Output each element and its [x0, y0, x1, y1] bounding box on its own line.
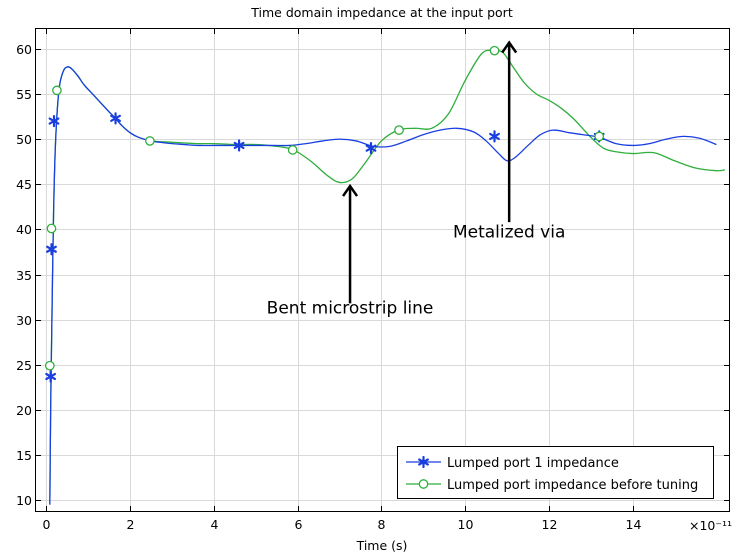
plot-frame — [35, 28, 730, 512]
y-tick-label: 40 — [16, 222, 32, 237]
y-tick-label: 35 — [16, 268, 32, 283]
x-tick-labels: 0 2 4 6 8 10 12 14 — [43, 517, 642, 532]
chart-title: Time domain impedance at the input port — [250, 5, 513, 20]
series-line-2 — [49, 49, 725, 505]
data-point-circle — [44, 360, 55, 371]
y-tick-label: 15 — [16, 448, 32, 463]
data-point-asterisk — [46, 243, 57, 256]
data-point-circle — [52, 85, 62, 96]
annotations: Bent microstrip line Metalized via — [267, 40, 565, 318]
x-multiplier-label: ×10⁻¹¹ — [689, 518, 732, 533]
legend: Lumped port 1 impedance Lumped port impe… — [397, 446, 714, 499]
asterisk-stroke — [110, 114, 121, 122]
legend-marker-circle — [418, 479, 429, 489]
x-tick-label: 8 — [378, 517, 386, 532]
x-tick-label: 4 — [211, 517, 219, 532]
y-tick-label: 55 — [16, 87, 32, 102]
asterisk-stroke — [45, 372, 57, 381]
data-point-circle — [287, 145, 298, 155]
x-tick-label: 10 — [458, 517, 474, 532]
asterisk-stroke — [233, 141, 245, 150]
legend-label-1: Lumped port 1 impedance — [447, 456, 619, 471]
data-point-circle — [594, 131, 605, 142]
legend-asterisk — [418, 455, 429, 469]
data-point-asterisk — [233, 139, 245, 152]
y-tick-label: 45 — [16, 177, 32, 192]
asterisk-stroke — [489, 132, 500, 141]
series-markers — [44, 45, 605, 383]
x-tick-label: 14 — [626, 517, 642, 532]
data-point-circle — [489, 45, 500, 56]
legend-marker-asterisk — [418, 455, 429, 469]
data-point-circle — [145, 136, 155, 146]
y-tick-label: 50 — [16, 132, 32, 147]
x-axis-label: Time (s) — [356, 538, 408, 553]
y-tick-label: 10 — [16, 493, 32, 508]
asterisk-stroke — [46, 245, 57, 253]
data-point-asterisk — [489, 130, 500, 143]
annotation-label: Bent microstrip line — [267, 298, 434, 318]
x-tick-label: 12 — [542, 517, 558, 532]
data-point-asterisk — [45, 370, 57, 383]
annotation-arrow-head — [342, 183, 359, 197]
data-point-circle — [394, 125, 404, 135]
grid — [36, 29, 729, 511]
data-point-asterisk — [110, 112, 121, 125]
annotation-label: Metalized via — [453, 223, 565, 243]
asterisk-stroke — [365, 144, 377, 152]
x-tick-label: 6 — [295, 517, 303, 532]
data-point-asterisk — [48, 114, 60, 128]
annotation-arrow-head — [501, 40, 518, 54]
legend-box — [397, 446, 714, 499]
x-tick-label: 2 — [127, 517, 135, 532]
x-tick-label: 0 — [43, 517, 51, 532]
y-tick-label: 30 — [16, 313, 32, 328]
asterisk-stroke — [418, 458, 429, 466]
y-tick-label: 60 — [16, 42, 32, 57]
series-lines — [49, 49, 725, 505]
data-point-circle — [46, 223, 57, 234]
series-line-1 — [49, 66, 717, 505]
y-tick-labels: 10 15 20 25 30 35 40 45 50 55 60 — [16, 42, 32, 508]
legend-label-2: Lumped port impedance before tuning — [447, 478, 698, 493]
y-tick-label: 25 — [16, 358, 32, 373]
asterisk-stroke — [48, 117, 60, 125]
data-point-asterisk — [365, 142, 377, 155]
y-tick-label: 20 — [16, 403, 32, 418]
